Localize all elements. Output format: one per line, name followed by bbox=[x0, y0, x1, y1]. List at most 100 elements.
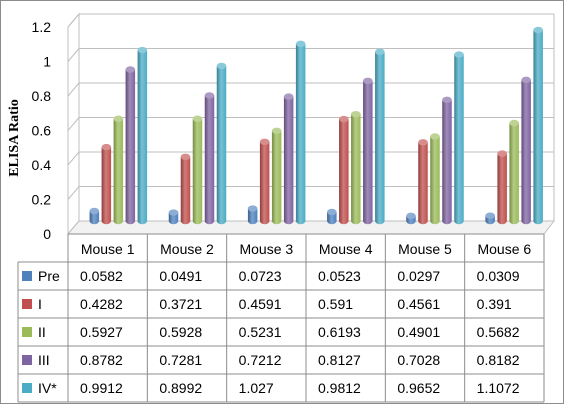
gridline-depth bbox=[67, 82, 80, 97]
legend-label: III bbox=[38, 352, 50, 368]
table-cell-value: 0.6193 bbox=[318, 324, 361, 340]
bar-body bbox=[533, 30, 543, 225]
table-cell-value: 0.5231 bbox=[239, 324, 282, 340]
x-category-label: Mouse 5 bbox=[398, 241, 452, 257]
gridline-depth bbox=[67, 48, 80, 62]
bar bbox=[271, 127, 282, 225]
bar-top bbox=[125, 66, 136, 73]
table-cell-value: 0.9912 bbox=[80, 380, 123, 396]
bar bbox=[339, 115, 349, 225]
legend-swatch bbox=[22, 355, 32, 365]
bar bbox=[295, 40, 306, 225]
bar-body bbox=[180, 156, 191, 225]
bar-top bbox=[283, 93, 294, 100]
legend-swatch bbox=[22, 271, 32, 281]
bar bbox=[327, 208, 337, 225]
bar-top bbox=[113, 115, 124, 122]
table-cell-value: 0.5927 bbox=[80, 324, 123, 340]
x-category-label: Mouse 4 bbox=[319, 241, 373, 257]
x-category-label: Mouse 3 bbox=[239, 241, 293, 257]
bar bbox=[351, 110, 361, 225]
bar-top bbox=[497, 150, 507, 157]
bar-body bbox=[125, 69, 136, 225]
bar-top bbox=[351, 110, 361, 118]
gridlines bbox=[67, 13, 554, 235]
y-tick-label: 0.6 bbox=[32, 123, 52, 139]
y-tick-label: 0 bbox=[43, 226, 51, 242]
legend-swatch bbox=[22, 327, 32, 337]
y-tick-label: 0.4 bbox=[32, 157, 52, 173]
bar-body bbox=[454, 54, 464, 225]
bar-body bbox=[113, 118, 124, 225]
bar bbox=[125, 66, 136, 225]
bar-body bbox=[216, 65, 227, 225]
bar bbox=[442, 96, 452, 225]
legend-swatch bbox=[22, 299, 32, 309]
legend-label: Pre bbox=[38, 268, 60, 284]
bar bbox=[216, 62, 227, 225]
bar bbox=[259, 138, 270, 225]
bar-body bbox=[204, 95, 215, 225]
bar bbox=[406, 212, 416, 225]
legend-swatch bbox=[22, 383, 32, 393]
x-category-label: Mouse 1 bbox=[81, 241, 135, 257]
x-category-label: Mouse 2 bbox=[160, 241, 214, 257]
bar-top bbox=[216, 62, 227, 70]
bar-top bbox=[137, 46, 148, 54]
bar bbox=[430, 133, 440, 225]
bar-top bbox=[168, 209, 179, 216]
table-cell-value: 0.4282 bbox=[80, 296, 123, 312]
bar-body bbox=[442, 99, 452, 225]
bar-top bbox=[101, 143, 112, 151]
bar bbox=[89, 207, 100, 225]
bar-top bbox=[89, 207, 100, 215]
table-cell-value: 0.7212 bbox=[239, 352, 282, 368]
table-cell-value: 0.8782 bbox=[80, 352, 123, 368]
bar bbox=[509, 119, 519, 225]
bar-top bbox=[295, 40, 306, 48]
bar bbox=[113, 115, 124, 225]
bar-body bbox=[168, 212, 179, 225]
y-tick-label: 1 bbox=[43, 54, 51, 70]
gridline-depth bbox=[67, 151, 80, 166]
bar-top bbox=[327, 208, 337, 216]
bar bbox=[180, 153, 191, 225]
table-cell-value: 0.391 bbox=[477, 296, 512, 312]
bar-body bbox=[430, 136, 440, 225]
table-cell-value: 1.1072 bbox=[477, 380, 520, 396]
bar-body bbox=[247, 208, 258, 225]
gridline-depth bbox=[67, 117, 80, 131]
bar-body bbox=[351, 114, 361, 225]
bar-top bbox=[521, 76, 531, 84]
table-cell-value: 0.7028 bbox=[397, 352, 440, 368]
bar-top bbox=[247, 205, 258, 212]
bar-top bbox=[509, 119, 519, 127]
bar-top bbox=[363, 77, 373, 85]
bars bbox=[89, 26, 543, 225]
bar bbox=[363, 77, 373, 225]
table-cell-value: 0.0582 bbox=[80, 268, 123, 284]
y-axis-ticks: 0 0.2 0.4 0.6 0.8 1 1.2 bbox=[32, 19, 52, 242]
bar-body bbox=[192, 118, 203, 225]
table-cell-value: 0.9652 bbox=[397, 380, 440, 396]
table-cell-value: 0.0523 bbox=[318, 268, 361, 284]
bar-top bbox=[192, 115, 203, 122]
bar bbox=[533, 26, 543, 225]
bar bbox=[454, 51, 464, 225]
bar-top bbox=[406, 212, 416, 220]
bar bbox=[497, 150, 507, 225]
bar bbox=[375, 48, 385, 225]
table-cell-value: 1.027 bbox=[239, 380, 274, 396]
bar-top bbox=[271, 127, 282, 134]
bar bbox=[101, 143, 112, 225]
bar-top bbox=[180, 153, 191, 161]
bar-body bbox=[509, 122, 519, 225]
bar-top bbox=[339, 115, 349, 123]
y-axis-label: ELISA Ratio bbox=[7, 99, 22, 176]
bar-body bbox=[339, 119, 349, 225]
table-cell-value: 0.0309 bbox=[477, 268, 520, 284]
bar bbox=[485, 212, 495, 225]
bar bbox=[418, 139, 428, 225]
table-cell-value: 0.8992 bbox=[159, 380, 202, 396]
table-cell-value: 0.8182 bbox=[477, 352, 520, 368]
